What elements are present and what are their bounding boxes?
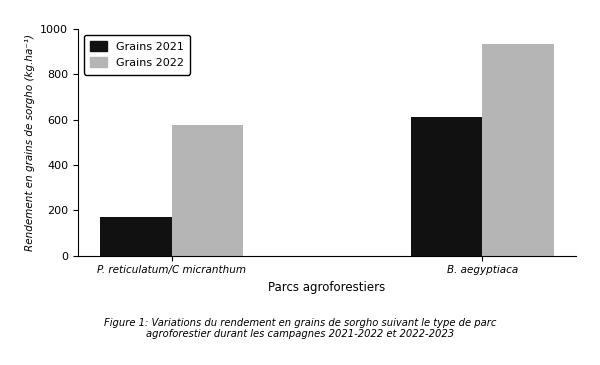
Bar (100, 217, 172, 255)
Bar (482, 44, 554, 256)
Y-axis label: Rendement en grains de sorgho (kg.ha⁻¹): Rendement en grains de sorgho (kg.ha⁻¹) (25, 34, 35, 251)
Bar (172, 126, 244, 256)
X-axis label: Parcs agroforestiers: Parcs agroforestiers (268, 281, 386, 294)
Text: Figure 1: Variations du rendement en grains de sorgho suivant le type de parc
ag: Figure 1: Variations du rendement en gra… (104, 318, 496, 339)
Legend: Grains 2021, Grains 2022: Grains 2021, Grains 2022 (83, 35, 190, 74)
Bar (410, 118, 482, 255)
